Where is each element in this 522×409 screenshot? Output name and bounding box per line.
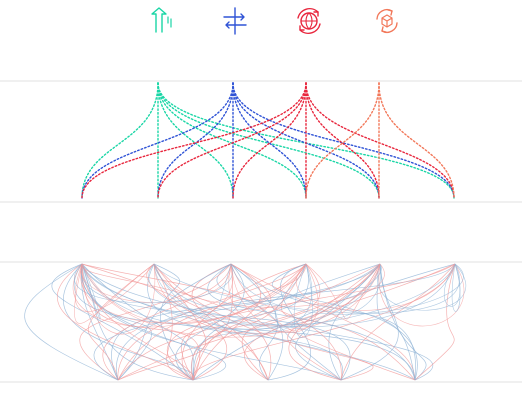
tangle-curve	[81, 263, 381, 338]
fan-arc-red	[305, 82, 380, 199]
fan-arc-teal	[157, 82, 307, 199]
fan-arc-red	[157, 82, 307, 199]
fan-arc-teal	[157, 82, 234, 199]
tangle-curve	[305, 263, 381, 320]
tangle-curve	[74, 263, 155, 312]
tangle-curve	[51, 263, 194, 381]
swap-arrows-icon	[220, 6, 250, 36]
tangle-curve	[153, 263, 374, 381]
tangle-curve	[81, 263, 416, 381]
tangle-curve	[293, 263, 313, 338]
fan-arc-coral	[305, 82, 380, 199]
tangle-curve	[191, 263, 381, 381]
tangle-curve	[93, 263, 381, 381]
tangle-curve	[230, 263, 416, 381]
fan-arc-teal	[81, 82, 159, 199]
tangle-curve	[117, 263, 307, 381]
fan-arc-blue	[157, 82, 234, 199]
fan-arc-red	[232, 82, 307, 199]
tangle-curve	[192, 263, 307, 381]
tangle-curve	[192, 263, 309, 381]
tangle-curve	[153, 263, 194, 381]
tangle-curve	[81, 263, 456, 328]
tangle-curve	[117, 263, 207, 381]
tangle-curve	[216, 263, 284, 381]
tangle-curve	[230, 263, 464, 315]
tangle-curve	[56, 263, 194, 381]
tangle-curve	[88, 263, 155, 381]
fan-arc-red	[305, 82, 455, 199]
tangle-curve	[81, 263, 101, 320]
fan-arc-red	[81, 82, 307, 199]
globe-cycle-icon	[294, 6, 324, 36]
fan-arc-blue	[81, 82, 234, 199]
tangle-curve	[414, 263, 456, 381]
tangle-curve	[451, 263, 461, 312]
tangle-curve	[81, 263, 156, 335]
tangle-curve	[340, 263, 399, 381]
tangle-curve	[192, 263, 456, 381]
tangle-curve	[81, 263, 342, 381]
tangle-curve	[295, 263, 381, 381]
tangle-curve	[287, 263, 381, 381]
tangle-curve	[376, 263, 416, 381]
fan-arc-coral	[378, 82, 455, 199]
tangle-curve	[74, 263, 155, 324]
tangle-curve	[153, 263, 460, 314]
tangle-curve	[148, 263, 382, 326]
tangle-curve	[230, 263, 278, 381]
tangle-curve	[80, 263, 227, 381]
fan-arc-teal	[157, 82, 380, 199]
tangle-curve	[81, 263, 194, 381]
tangle-curve	[181, 263, 307, 381]
tangle-curve	[146, 263, 227, 381]
tangle-curve	[207, 263, 416, 381]
fan-arc-blue	[232, 82, 455, 199]
tangle-curve	[175, 263, 245, 381]
tangle-curve	[24, 263, 119, 381]
tangle-curve	[288, 263, 381, 381]
box-cycle-icon	[372, 6, 402, 36]
tangle-curve	[218, 263, 232, 305]
upload-arrow-icon	[145, 6, 175, 36]
tangle-curve	[81, 263, 194, 381]
tangle-curve	[230, 263, 417, 381]
tangle-curve	[272, 263, 418, 381]
